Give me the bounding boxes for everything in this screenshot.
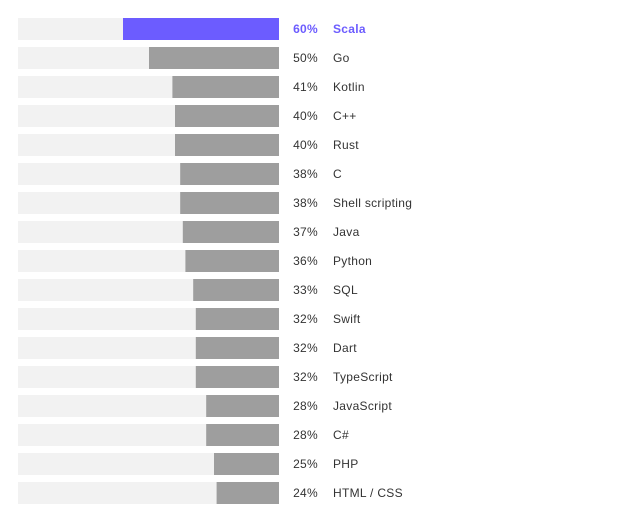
bar xyxy=(172,76,279,98)
data-label: 38% xyxy=(293,196,318,210)
bar-row-8: 36% Python xyxy=(18,250,372,272)
bar-row-1: 50% Go xyxy=(18,47,350,69)
bar-row-5: 38% C xyxy=(18,163,342,185)
bar xyxy=(206,395,279,417)
category-label: HTML / CSS xyxy=(333,486,403,500)
data-label: 37% xyxy=(293,225,318,239)
data-label: 40% xyxy=(293,109,318,123)
bar xyxy=(123,18,279,40)
bar xyxy=(149,47,279,69)
bar xyxy=(175,134,279,156)
bar-row-7: 37% Java xyxy=(18,221,360,243)
data-label: 40% xyxy=(293,138,318,152)
data-label: 32% xyxy=(293,370,318,384)
category-label: Rust xyxy=(333,138,359,152)
category-label: Scala xyxy=(333,22,366,36)
data-label: 41% xyxy=(293,80,318,94)
bar-row-6: 38% Shell scripting xyxy=(18,192,412,214)
category-label: SQL xyxy=(333,283,358,297)
data-label: 33% xyxy=(293,283,318,297)
category-label: C++ xyxy=(333,109,357,123)
category-label: Python xyxy=(333,254,372,268)
category-label: Java xyxy=(333,225,360,239)
bar-row-2: 41% Kotlin xyxy=(18,76,365,98)
data-label: 36% xyxy=(293,254,318,268)
bar xyxy=(175,105,279,127)
category-label: PHP xyxy=(333,457,359,471)
bar-row-15: 25% PHP xyxy=(18,453,359,475)
data-label: 28% xyxy=(293,428,318,442)
data-label: 28% xyxy=(293,399,318,413)
bar-row-11: 32% Dart xyxy=(18,337,357,359)
data-label: 32% xyxy=(293,312,318,326)
bar xyxy=(180,192,279,214)
bar-track xyxy=(18,482,279,504)
data-label: 38% xyxy=(293,167,318,181)
data-label: 32% xyxy=(293,341,318,355)
bar-row-14: 28% C# xyxy=(18,424,349,446)
bar-row-4: 40% Rust xyxy=(18,134,359,156)
category-label: Kotlin xyxy=(333,80,365,94)
category-label: TypeScript xyxy=(333,370,393,384)
category-label: Go xyxy=(333,51,350,65)
bar xyxy=(195,337,279,359)
data-label: 50% xyxy=(293,51,318,65)
bar xyxy=(216,482,279,504)
bar-track xyxy=(18,453,279,475)
category-label: JavaScript xyxy=(333,399,392,413)
bar-row-16: 24% HTML / CSS xyxy=(18,482,403,504)
bar-row-9: 33% SQL xyxy=(18,279,358,301)
bar-row-3: 40% C++ xyxy=(18,105,357,127)
bar-row-13: 28% JavaScript xyxy=(18,395,392,417)
bar xyxy=(214,453,279,475)
data-label: 60% xyxy=(293,22,318,36)
bar-row-10: 32% Swift xyxy=(18,308,361,330)
bar xyxy=(195,308,279,330)
data-label: 25% xyxy=(293,457,318,471)
bar-row-0: 60% Scala xyxy=(18,18,366,40)
category-label: Shell scripting xyxy=(333,196,412,210)
category-label: Swift xyxy=(333,312,361,326)
bar xyxy=(185,250,279,272)
bar xyxy=(182,221,279,243)
bar xyxy=(193,279,279,301)
category-label: C# xyxy=(333,428,349,442)
bar xyxy=(206,424,279,446)
bar xyxy=(180,163,279,185)
bar xyxy=(195,366,279,388)
data-label: 24% xyxy=(293,486,318,500)
category-label: C xyxy=(333,167,342,181)
bar-row-12: 32% TypeScript xyxy=(18,366,393,388)
category-label: Dart xyxy=(333,341,357,355)
